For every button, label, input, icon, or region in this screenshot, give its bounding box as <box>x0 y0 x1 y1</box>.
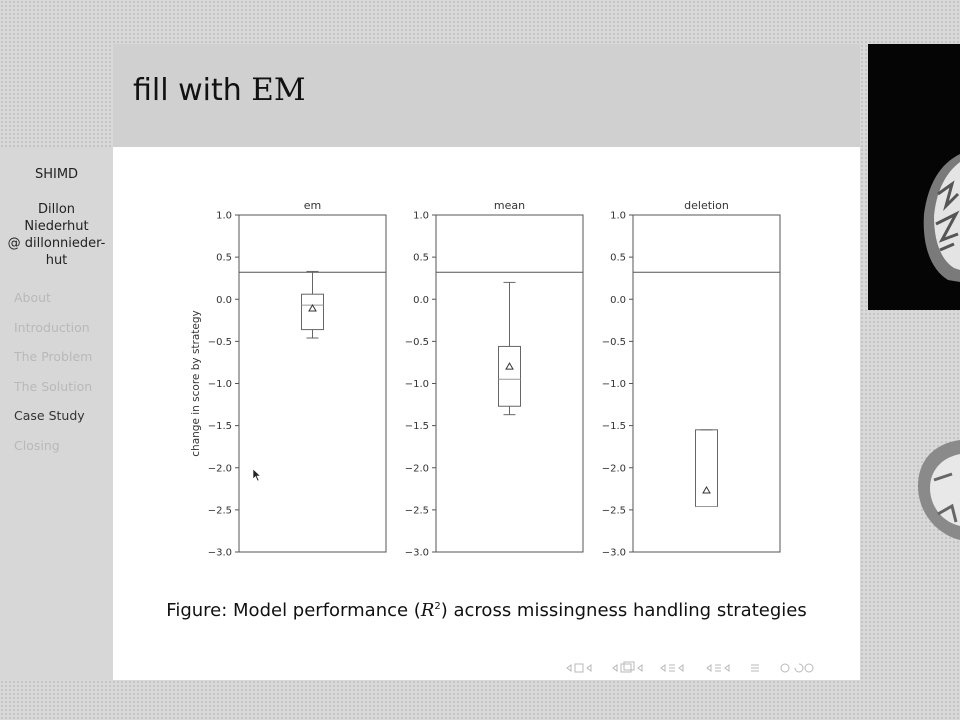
caption-symbol: R <box>420 600 435 621</box>
y-tick-label: −1.5 <box>602 421 626 432</box>
y-tick-label: 0.5 <box>413 253 429 264</box>
sidebar-short-title: SHIMD <box>34 167 79 182</box>
y-tick-label: −1.0 <box>208 379 232 390</box>
box <box>498 345 521 407</box>
sidebar-author: Dillon Niederhut @ dillonnieder- hut <box>0 201 113 269</box>
panel-title: mean <box>494 199 525 212</box>
y-axis-label: change in score by strategy <box>190 310 202 456</box>
panel-title: em <box>304 199 321 212</box>
caption-suffix: ) across missingness handling strategies <box>440 600 807 621</box>
sidebar-item-the-problem[interactable]: The Problem <box>14 349 93 365</box>
y-tick-label: 0.0 <box>413 295 429 306</box>
slide: fill with EM change in score by strategy… <box>113 44 860 680</box>
sidebar: SHIMD Dillon Niederhut @ dillonnieder- h… <box>0 147 113 680</box>
webcam-image <box>868 44 960 310</box>
author-line-2: Niederhut <box>24 219 89 234</box>
author-line-3: @ dillonnieder- <box>7 236 106 251</box>
slide-title-em: EM <box>251 72 306 108</box>
y-tick-label: −3.0 <box>405 548 429 559</box>
caption-prefix: Figure: Model performance ( <box>166 600 421 621</box>
box <box>695 429 718 508</box>
y-tick-label: −2.0 <box>405 463 429 474</box>
panel-frame <box>632 214 781 553</box>
sidebar-item-about[interactable]: About <box>14 290 51 305</box>
y-tick-label: 1.0 <box>610 211 626 222</box>
y-tick-label: −2.0 <box>602 463 626 474</box>
panel-title: deletion <box>684 199 729 212</box>
y-tick-label: −1.5 <box>405 421 429 432</box>
author-line-1: Dillon <box>37 202 76 217</box>
y-tick-label: −2.0 <box>208 463 232 474</box>
figure-caption: Figure: Model performance (R2) across mi… <box>113 600 860 621</box>
mean-marker <box>702 486 711 494</box>
sidebar-item-closing[interactable]: Closing <box>14 437 60 453</box>
cursor-arrow-icon <box>252 468 262 482</box>
sidebar-item-case-study[interactable]: Case Study <box>14 408 85 424</box>
caption-exponent: 2 <box>434 601 441 612</box>
panel-frame <box>435 214 584 553</box>
box <box>301 293 324 331</box>
y-tick-label: −1.0 <box>405 379 429 390</box>
y-tick-label: −1.0 <box>602 379 626 390</box>
y-tick-label: −0.5 <box>405 337 429 348</box>
y-tick-label: −2.5 <box>405 505 429 516</box>
sidebar-item-introduction[interactable]: Introduction <box>14 319 90 335</box>
y-tick-label: −2.5 <box>602 505 626 516</box>
y-tick-label: 1.0 <box>216 211 232 222</box>
y-tick-label: 0.0 <box>610 295 626 306</box>
y-tick-label: 0.5 <box>610 253 626 264</box>
y-tick-label: 0.5 <box>216 253 232 264</box>
sidebar-item-the-solution[interactable]: The Solution <box>14 378 93 394</box>
y-tick-label: −1.5 <box>208 421 232 432</box>
mean-marker <box>308 304 317 312</box>
box-plot-chart: change in score by strategy em 1.0 0.5 0.0 −0… <box>190 199 781 559</box>
y-tick-label: −0.5 <box>602 337 626 348</box>
mean-marker <box>505 362 514 370</box>
slide-title: fill with EM <box>133 72 306 108</box>
y-tick-label: −2.5 <box>208 505 232 516</box>
y-tick-label: −3.0 <box>208 548 232 559</box>
y-tick-label: −3.0 <box>602 548 626 559</box>
slide-header: fill with EM <box>113 44 860 147</box>
beamer-nav-glyphs <box>566 661 814 673</box>
y-tick-label: 0.0 <box>216 295 232 306</box>
beamer-navigation-icons[interactable] <box>563 661 853 675</box>
slide-title-prefix: fill with <box>133 73 242 108</box>
presenter-webcam <box>868 44 960 310</box>
sidebar-nav: About Introduction The Problem The Solut… <box>14 290 92 468</box>
author-line-4: hut <box>45 253 68 268</box>
background-decoration <box>918 440 960 540</box>
y-tick-label: 1.0 <box>413 211 429 222</box>
panel-frame <box>238 214 387 553</box>
y-tick-label: −0.5 <box>208 337 232 348</box>
